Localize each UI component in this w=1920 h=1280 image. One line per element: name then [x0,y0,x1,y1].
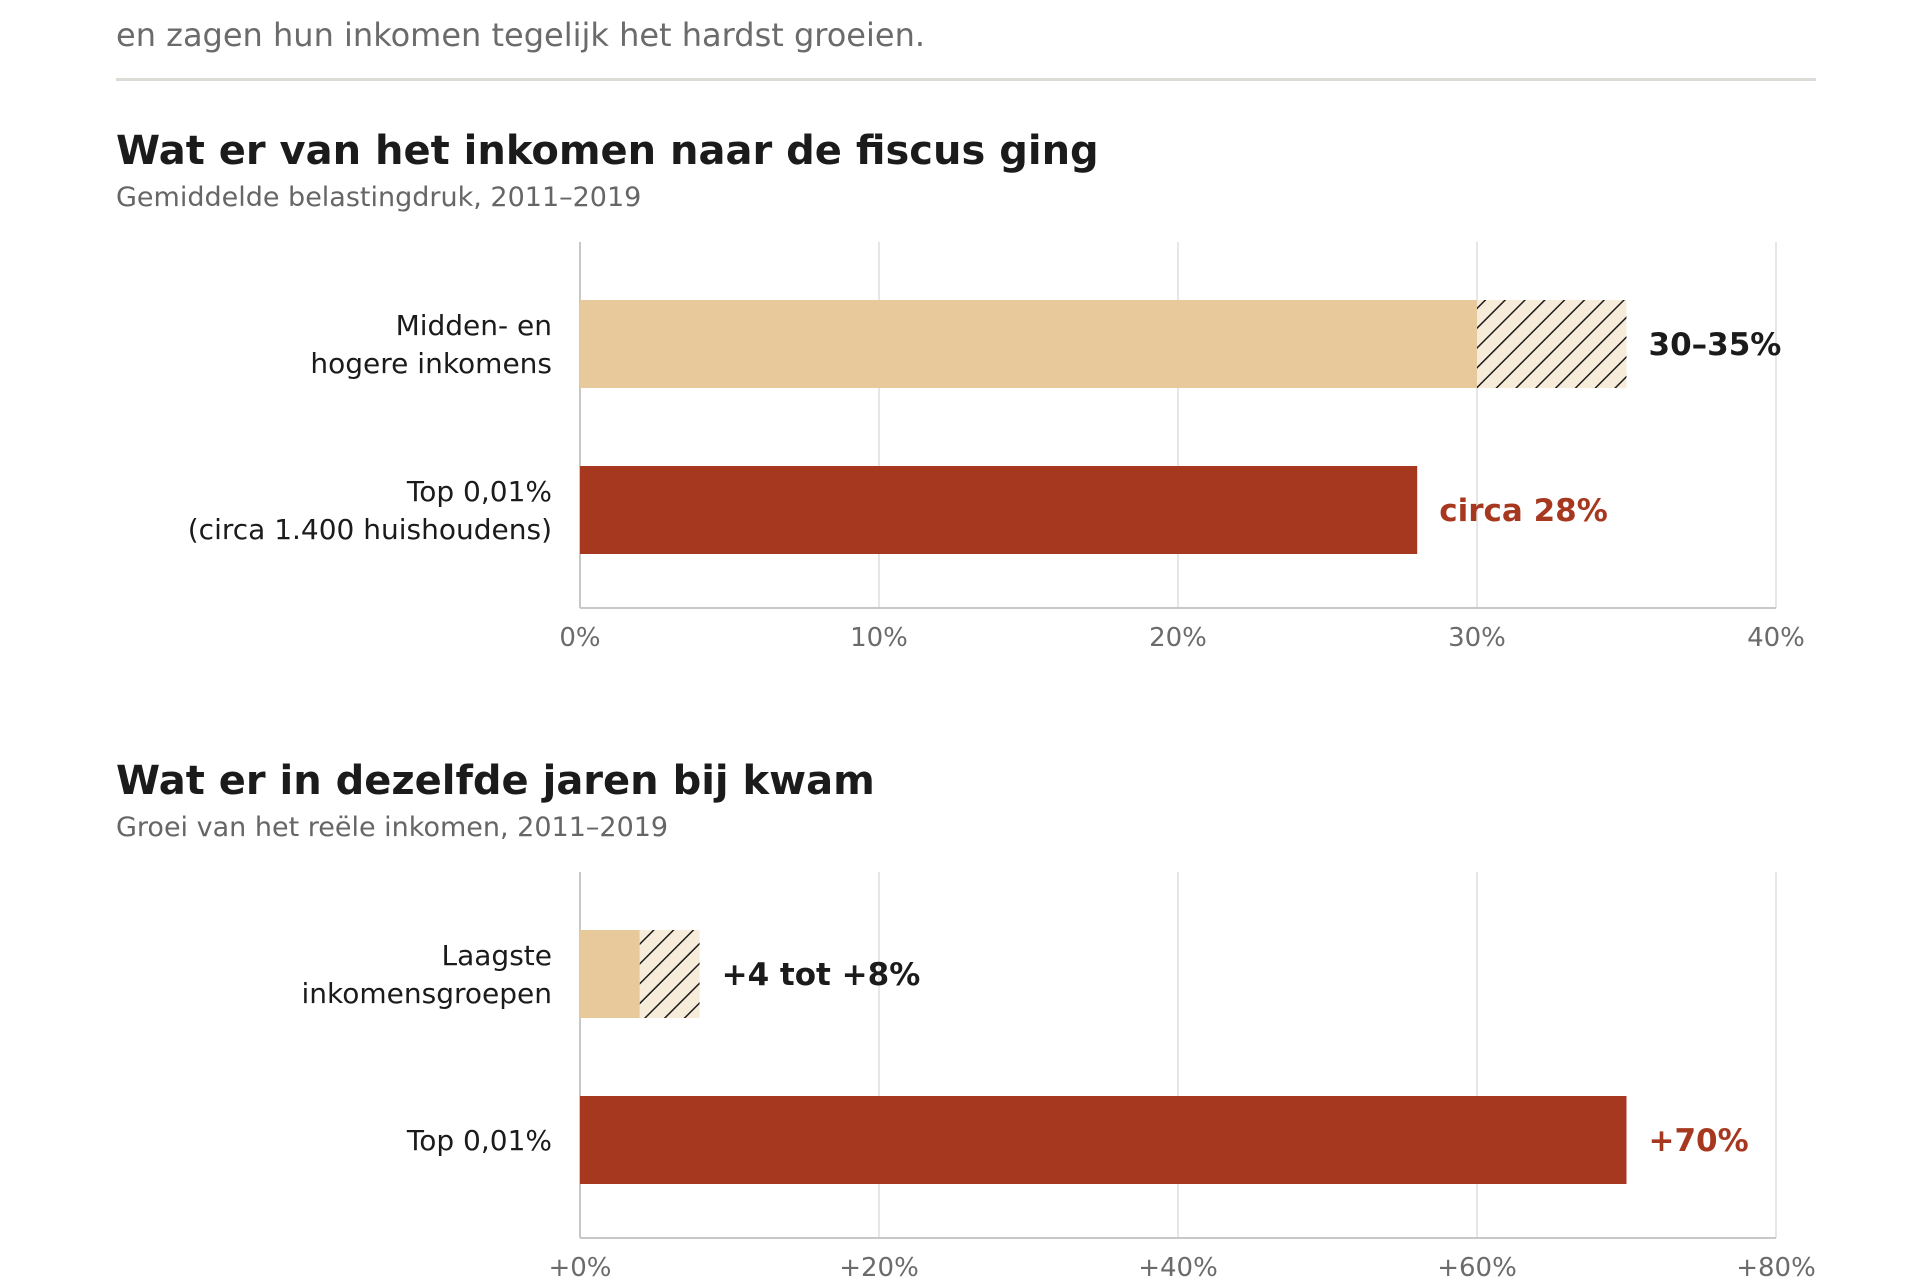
range-hatch [1477,300,1627,388]
category-label: (circa 1.400 huishoudens) [188,513,552,546]
category-label: Top 0,01% [406,1124,552,1157]
tax-burden-chart: 0% 10% 20% 30% 40% 30–35% Midden- en hogere ink… [188,242,1805,653]
value-label: 30–35% [1649,327,1782,363]
category-label: Midden- en [396,309,552,342]
tick-label: 10% [850,623,908,653]
category-label: Top 0,01% [406,475,552,508]
category-label: inkomensgroepen [302,977,552,1010]
intro-text: en zagen hun inkomen tegelijk het hardst… [116,16,926,54]
tick-label: +60% [1437,1253,1517,1280]
income-growth-chart: +0% +20% +40% +60% +80% +4 tot +8% Laagste inko… [302,872,1816,1280]
category-label: hogere inkomens [310,347,552,380]
tick-label: 0% [559,623,600,653]
category-label: Laagste [442,939,552,972]
value-label: circa 28% [1439,493,1608,529]
bar [580,930,640,1018]
chart-1-title: Wat er van het inkomen naar de fiscus gi… [116,128,1099,174]
chart-1-subtitle: Gemiddelde belastingdruk, 2011–2019 [116,182,642,213]
tick-label: +80% [1736,1253,1816,1280]
tick-label: 30% [1448,623,1506,653]
tick-label: 20% [1149,623,1207,653]
range-hatch [639,930,700,1018]
chart-2-title: Wat er in dezelfde jaren bij kwam [116,758,875,804]
value-label: +4 tot +8% [722,957,921,993]
tick-label: 40% [1747,623,1805,653]
tick-label: +20% [839,1253,919,1280]
bar [580,466,1418,554]
divider-rule [116,78,1816,81]
tick-label: +0% [548,1253,611,1280]
tick-label: +40% [1138,1253,1218,1280]
bar [580,1096,1627,1184]
bar [580,300,1477,388]
value-label: +70% [1649,1123,1749,1159]
chart-2-subtitle: Groei van het reële inkomen, 2011–2019 [116,812,669,843]
